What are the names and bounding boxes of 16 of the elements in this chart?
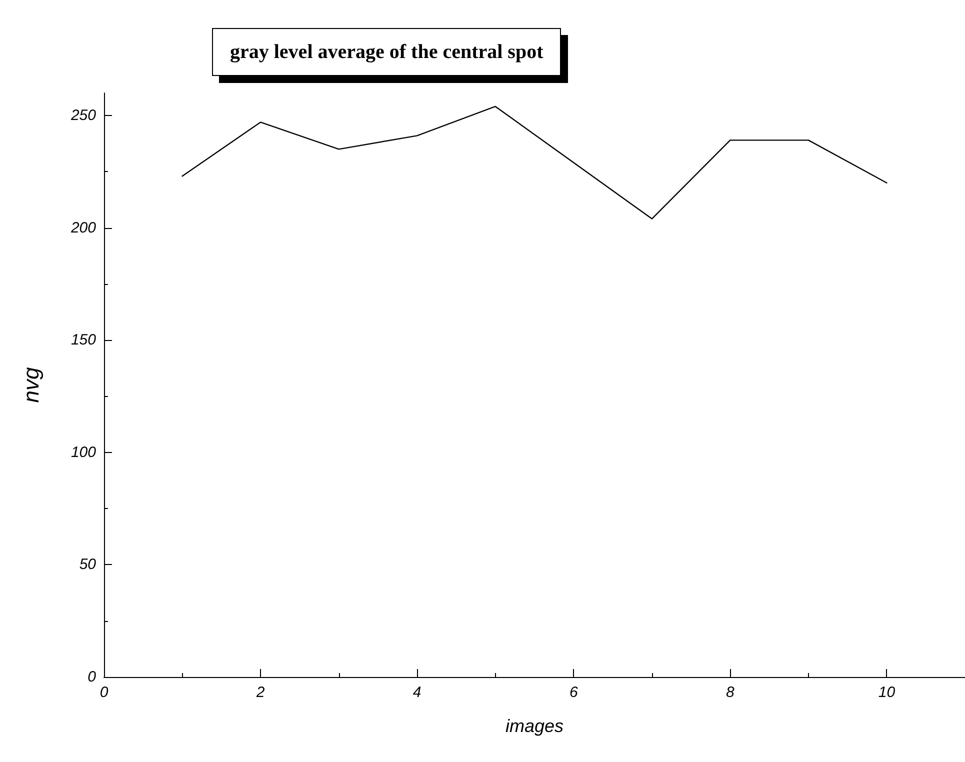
x-axis-title: images bbox=[505, 716, 564, 736]
y-tick-label: 0 bbox=[88, 668, 97, 686]
y-tick-label: 100 bbox=[70, 444, 97, 461]
y-tick-label: 50 bbox=[79, 556, 97, 574]
x-tick-label: 0 bbox=[100, 684, 109, 701]
y-tick-label: 250 bbox=[70, 106, 97, 124]
y-axis-title: nvg bbox=[18, 366, 44, 403]
x-tick-label: 4 bbox=[412, 684, 422, 701]
y-tick-label: 150 bbox=[70, 332, 97, 349]
chart-title: gray level average of the central spot bbox=[230, 41, 544, 63]
x-tick-label: 6 bbox=[569, 684, 578, 701]
line-series bbox=[182, 106, 888, 220]
y-tick-label: 200 bbox=[70, 219, 97, 236]
x-tick-label: 8 bbox=[726, 684, 736, 701]
x-tick-label: 10 bbox=[878, 684, 896, 701]
x-tick-label: 2 bbox=[255, 684, 266, 701]
